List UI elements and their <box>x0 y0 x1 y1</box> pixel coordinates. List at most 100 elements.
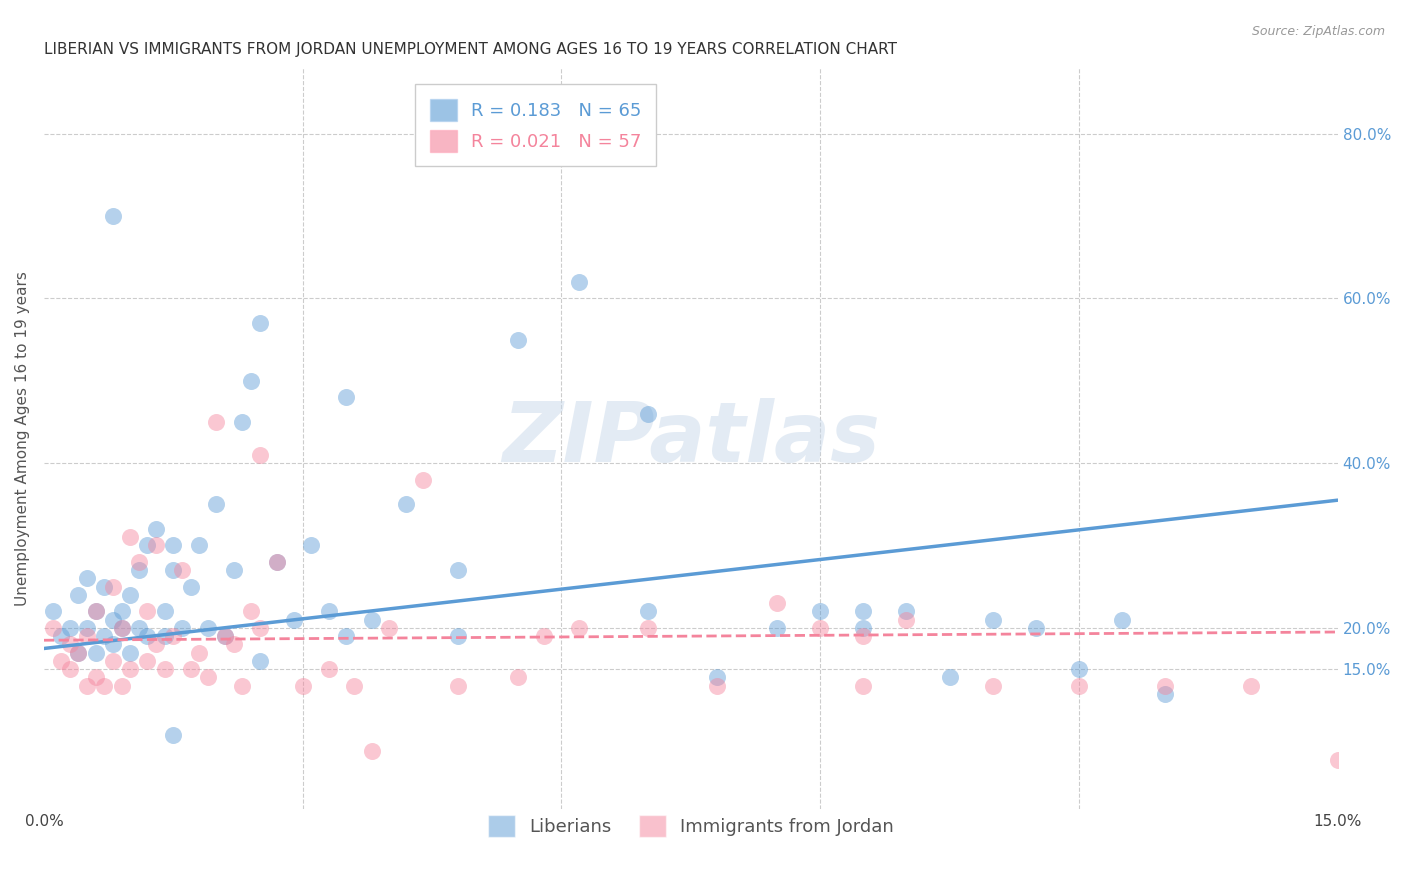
Liberians <box>852 604 875 618</box>
Immigrants from Jordan <box>59 637 82 651</box>
Text: ZIPatlas: ZIPatlas <box>502 398 880 479</box>
Immigrants from Jordan <box>214 629 236 643</box>
Immigrants from Jordan <box>1154 679 1177 693</box>
Immigrants from Jordan <box>239 604 262 618</box>
Immigrants from Jordan <box>318 662 340 676</box>
Liberians <box>1111 613 1133 627</box>
Liberians <box>360 613 382 627</box>
Liberians <box>231 415 253 429</box>
Immigrants from Jordan <box>76 679 98 693</box>
Liberians <box>222 563 245 577</box>
Liberians <box>637 604 659 618</box>
Liberians <box>1154 687 1177 701</box>
Immigrants from Jordan <box>1240 679 1263 693</box>
Liberians <box>447 629 470 643</box>
Liberians <box>706 670 728 684</box>
Liberians <box>981 613 1004 627</box>
Immigrants from Jordan <box>145 637 167 651</box>
Liberians <box>120 646 142 660</box>
Liberians <box>128 563 150 577</box>
Text: Source: ZipAtlas.com: Source: ZipAtlas.com <box>1251 25 1385 38</box>
Immigrants from Jordan <box>101 654 124 668</box>
Liberians <box>447 563 470 577</box>
Liberians <box>1067 662 1090 676</box>
Liberians <box>852 621 875 635</box>
Liberians <box>205 497 228 511</box>
Liberians <box>101 613 124 627</box>
Immigrants from Jordan <box>136 604 159 618</box>
Immigrants from Jordan <box>145 539 167 553</box>
Immigrants from Jordan <box>637 621 659 635</box>
Y-axis label: Unemployment Among Ages 16 to 19 years: Unemployment Among Ages 16 to 19 years <box>15 271 30 606</box>
Liberians <box>197 621 219 635</box>
Text: LIBERIAN VS IMMIGRANTS FROM JORDAN UNEMPLOYMENT AMONG AGES 16 TO 19 YEARS CORREL: LIBERIAN VS IMMIGRANTS FROM JORDAN UNEMP… <box>44 42 897 57</box>
Liberians <box>110 621 132 635</box>
Liberians <box>283 613 305 627</box>
Immigrants from Jordan <box>110 621 132 635</box>
Immigrants from Jordan <box>766 596 789 610</box>
Liberians <box>335 390 357 404</box>
Immigrants from Jordan <box>84 670 107 684</box>
Liberians <box>153 629 176 643</box>
Liberians <box>266 555 288 569</box>
Liberians <box>637 407 659 421</box>
Immigrants from Jordan <box>222 637 245 651</box>
Liberians <box>136 629 159 643</box>
Immigrants from Jordan <box>197 670 219 684</box>
Immigrants from Jordan <box>412 473 434 487</box>
Immigrants from Jordan <box>852 679 875 693</box>
Immigrants from Jordan <box>59 662 82 676</box>
Liberians <box>162 563 184 577</box>
Liberians <box>896 604 918 618</box>
Liberians <box>180 580 202 594</box>
Immigrants from Jordan <box>136 654 159 668</box>
Immigrants from Jordan <box>49 654 72 668</box>
Liberians <box>335 629 357 643</box>
Immigrants from Jordan <box>67 646 90 660</box>
Immigrants from Jordan <box>1326 753 1348 767</box>
Liberians <box>318 604 340 618</box>
Liberians <box>508 333 530 347</box>
Liberians <box>101 637 124 651</box>
Liberians <box>249 654 271 668</box>
Immigrants from Jordan <box>41 621 63 635</box>
Immigrants from Jordan <box>162 629 184 643</box>
Liberians <box>93 580 115 594</box>
Liberians <box>568 275 591 289</box>
Immigrants from Jordan <box>93 679 115 693</box>
Immigrants from Jordan <box>180 662 202 676</box>
Liberians <box>84 646 107 660</box>
Liberians <box>766 621 789 635</box>
Immigrants from Jordan <box>205 415 228 429</box>
Liberians <box>299 539 322 553</box>
Liberians <box>1025 621 1047 635</box>
Immigrants from Jordan <box>84 604 107 618</box>
Liberians <box>145 522 167 536</box>
Liberians <box>120 588 142 602</box>
Immigrants from Jordan <box>101 580 124 594</box>
Liberians <box>128 621 150 635</box>
Liberians <box>170 621 193 635</box>
Liberians <box>395 497 418 511</box>
Immigrants from Jordan <box>447 679 470 693</box>
Liberians <box>110 604 132 618</box>
Liberians <box>67 646 90 660</box>
Immigrants from Jordan <box>896 613 918 627</box>
Liberians <box>59 621 82 635</box>
Liberians <box>41 604 63 618</box>
Liberians <box>76 621 98 635</box>
Immigrants from Jordan <box>249 448 271 462</box>
Immigrants from Jordan <box>343 679 366 693</box>
Immigrants from Jordan <box>1067 679 1090 693</box>
Immigrants from Jordan <box>981 679 1004 693</box>
Liberians <box>136 539 159 553</box>
Immigrants from Jordan <box>110 679 132 693</box>
Immigrants from Jordan <box>231 679 253 693</box>
Liberians <box>93 629 115 643</box>
Immigrants from Jordan <box>170 563 193 577</box>
Liberians <box>101 209 124 223</box>
Immigrants from Jordan <box>266 555 288 569</box>
Immigrants from Jordan <box>188 646 211 660</box>
Immigrants from Jordan <box>852 629 875 643</box>
Liberians <box>162 728 184 742</box>
